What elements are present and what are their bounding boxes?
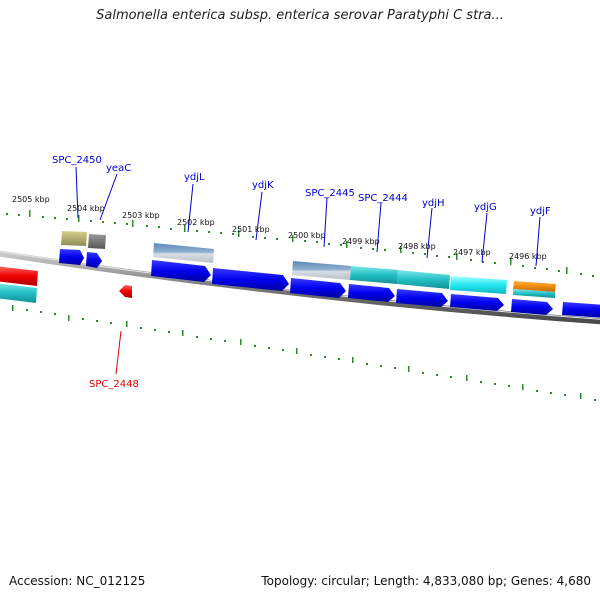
gene-arrow-ydjG xyxy=(450,294,504,311)
scale-label: 2499 kbp xyxy=(342,237,380,246)
gene-label-ydjL: ydjL xyxy=(184,172,205,183)
gene-arrow-ydjF xyxy=(511,299,553,315)
gene-arrow-ydjL xyxy=(151,260,211,282)
scale-label: 2504 kbp xyxy=(67,204,105,213)
gene-label-ydjK: ydjK xyxy=(252,180,274,191)
gene-feature-ydjG-block xyxy=(450,276,507,294)
gene-feature-ydjF-block-orange xyxy=(513,281,556,292)
gene-label-SPC_2445: SPC_2445 xyxy=(305,188,355,199)
gene-arrow-SPC_2444 xyxy=(348,284,395,302)
scale-label: 2500 kbp xyxy=(288,231,326,240)
gene-labels[interactable]: SPC_2450 yeaC ydjL ydjK SPC_2445 SPC_244… xyxy=(52,155,551,390)
gene-label-SPC_2450: SPC_2450 xyxy=(52,155,102,166)
forward-strand-genes[interactable] xyxy=(59,249,600,318)
gene-label-ydjH: ydjH xyxy=(422,198,445,209)
scale-label: 2501 kbp xyxy=(232,225,270,234)
gene-feature-ydjH-block xyxy=(397,270,450,289)
gene-feature-SPC_2445-block xyxy=(292,261,351,280)
scale-label: 2502 kbp xyxy=(177,218,215,227)
gene-feature-yeaC-block xyxy=(88,234,106,249)
gene-arrow-SPC_2448 xyxy=(119,285,132,298)
gene-arrow-ydjK xyxy=(212,268,289,291)
gene-feature-SPC_2450-block xyxy=(61,231,87,246)
gene-arrow-ydjH xyxy=(396,289,448,307)
gene-arrow-next xyxy=(562,302,600,318)
gene-arrow-yeaC xyxy=(86,252,102,268)
gene-arrow-SPC_2445 xyxy=(290,278,346,298)
scale-label: 2496 kbp xyxy=(509,252,547,261)
label-leaders xyxy=(75,166,541,375)
gene-label-ydjG: ydjG xyxy=(474,202,497,213)
scale-label: 2498 kbp xyxy=(398,242,436,251)
gene-feature-SPC_2444-block xyxy=(350,266,398,284)
gene-label-SPC_2444: SPC_2444 xyxy=(358,193,408,204)
inner-tick-ring xyxy=(12,305,596,401)
outer-tick-ring xyxy=(6,210,594,277)
gene-label-SPC_2448: SPC_2448 xyxy=(89,379,139,390)
reverse-strand-genes[interactable] xyxy=(0,266,132,303)
feature-track-top[interactable] xyxy=(61,231,556,298)
scale-label: 2505 kbp xyxy=(12,195,50,204)
genome-summary: Topology: circular; Length: 4,833,080 bp… xyxy=(261,574,591,588)
accession-label: Accession: NC_012125 xyxy=(9,574,146,588)
gene-arrow-SPC_2450 xyxy=(59,249,84,265)
gene-feature-ydjL-block xyxy=(153,243,214,263)
scale-labels: 2505 kbp 2504 kbp 2503 kbp 2502 kbp 2501… xyxy=(12,195,547,261)
scale-label: 2497 kbp xyxy=(453,248,491,257)
gene-feature-red-left xyxy=(0,266,38,286)
gene-feature-ydjF-block-cyan xyxy=(513,289,555,298)
map-title: Salmonella enterica subsp. enterica sero… xyxy=(96,8,504,23)
gene-label-ydjF: ydjF xyxy=(530,206,551,217)
gene-label-yeaC: yeaC xyxy=(106,163,131,174)
scale-label: 2503 kbp xyxy=(122,211,160,220)
gene-feature-cyan-left xyxy=(0,283,37,303)
